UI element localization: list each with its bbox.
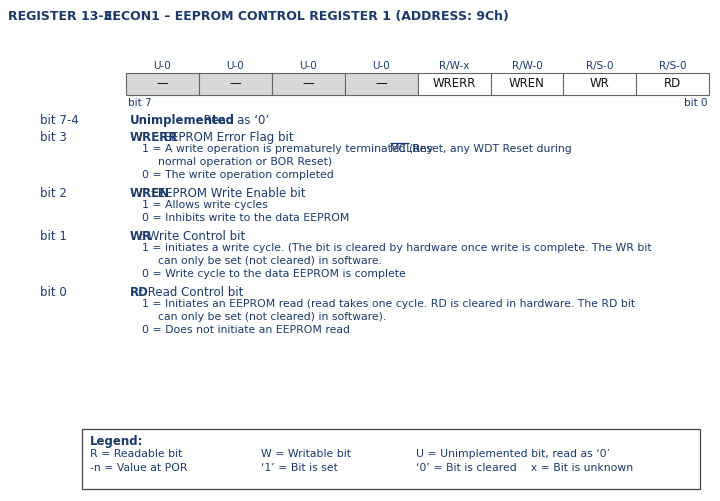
Text: WREN: WREN	[130, 187, 170, 199]
Text: can only be set (not cleared) in software).: can only be set (not cleared) in softwar…	[158, 312, 386, 322]
Text: RD: RD	[664, 77, 681, 90]
Text: ‘1’ = Bit is set: ‘1’ = Bit is set	[261, 463, 338, 473]
Text: EECON1 – EEPROM CONTROL REGISTER 1 (ADDRESS: 9Ch): EECON1 – EEPROM CONTROL REGISTER 1 (ADDR…	[104, 10, 509, 23]
Text: bit 7: bit 7	[128, 98, 152, 108]
Text: U-0: U-0	[227, 61, 244, 71]
Text: -n = Value at POR: -n = Value at POR	[90, 463, 187, 473]
Text: bit 3: bit 3	[40, 131, 67, 144]
Text: Legend:: Legend:	[90, 435, 143, 448]
Text: bit 0: bit 0	[40, 286, 67, 299]
Text: 0 = Write cycle to the data EEPROM is complete: 0 = Write cycle to the data EEPROM is co…	[142, 269, 406, 279]
Text: U-0: U-0	[300, 61, 317, 71]
Text: —: —	[375, 77, 387, 90]
Bar	[82, 429, 700, 489]
Text: WRERR: WRERR	[130, 131, 179, 144]
Text: 0 = The write operation completed: 0 = The write operation completed	[142, 170, 334, 180]
Text: : Read Control bit: : Read Control bit	[140, 286, 243, 299]
Text: R = Readable bit: R = Readable bit	[90, 449, 182, 459]
Text: —: —	[230, 77, 241, 90]
Text: bit 7-4: bit 7-4	[40, 114, 78, 127]
Text: RD: RD	[130, 286, 149, 299]
Text: R/W-0: R/W-0	[512, 61, 542, 71]
Text: : Write Control bit: : Write Control bit	[140, 229, 246, 242]
Text: WR: WR	[130, 229, 152, 242]
Text: WR: WR	[590, 77, 610, 90]
Text: bit 0: bit 0	[684, 98, 707, 108]
Text: 1 = initiates a write cycle. (The bit is cleared by hardware once write is compl: 1 = initiates a write cycle. (The bit is…	[142, 242, 652, 253]
Text: 0 = Does not initiate an EEPROM read: 0 = Does not initiate an EEPROM read	[142, 325, 350, 335]
Text: 0 = Inhibits write to the data EEPROM: 0 = Inhibits write to the data EEPROM	[142, 212, 349, 222]
Text: U = Unimplemented bit, read as ‘0’: U = Unimplemented bit, read as ‘0’	[415, 449, 610, 459]
Text: WRERR: WRERR	[433, 77, 476, 90]
Bar	[272, 73, 345, 95]
Text: : EEPROM Write Enable bit: : EEPROM Write Enable bit	[150, 187, 306, 199]
Text: MCLR: MCLR	[390, 144, 421, 154]
Text: W = Writable bit: W = Writable bit	[261, 449, 351, 459]
Text: Unimplemented: Unimplemented	[130, 114, 235, 127]
Text: 1 = Allows write cycles: 1 = Allows write cycles	[142, 199, 268, 209]
Text: R/W-x: R/W-x	[439, 61, 469, 71]
Bar	[199, 73, 271, 95]
Text: R/S-0: R/S-0	[659, 61, 686, 71]
Text: 1 = Initiates an EEPROM read (read takes one cycle. RD is cleared in hardware. T: 1 = Initiates an EEPROM read (read takes…	[142, 299, 635, 309]
Text: : EEPROM Error Flag bit: : EEPROM Error Flag bit	[156, 131, 293, 144]
Text: bit 2: bit 2	[40, 187, 67, 199]
Text: REGISTER 13-3:: REGISTER 13-3:	[8, 10, 117, 23]
Text: R/S-0: R/S-0	[586, 61, 613, 71]
Text: U-0: U-0	[153, 61, 171, 71]
Bar	[490, 73, 563, 95]
Bar	[418, 73, 490, 95]
Text: —: —	[156, 77, 168, 90]
Text: U-0: U-0	[372, 61, 390, 71]
Text: can only be set (not cleared) in software.: can only be set (not cleared) in softwar…	[158, 256, 382, 266]
Bar	[636, 73, 709, 95]
Bar	[126, 73, 199, 95]
Text: —: —	[302, 77, 314, 90]
Bar	[345, 73, 418, 95]
Text: ‘0’ = Bit is cleared    x = Bit is unknown: ‘0’ = Bit is cleared x = Bit is unknown	[415, 463, 633, 473]
Text: bit 1: bit 1	[40, 229, 67, 242]
Text: normal operation or BOR Reset): normal operation or BOR Reset)	[158, 157, 332, 167]
Text: WREN: WREN	[509, 77, 545, 90]
Bar	[563, 73, 636, 95]
Text: 1 = A write operation is prematurely terminated (any: 1 = A write operation is prematurely ter…	[142, 144, 436, 154]
Text: : Read as ‘0’: : Read as ‘0’	[197, 114, 269, 127]
Text: Reset, any WDT Reset during: Reset, any WDT Reset during	[409, 144, 572, 154]
